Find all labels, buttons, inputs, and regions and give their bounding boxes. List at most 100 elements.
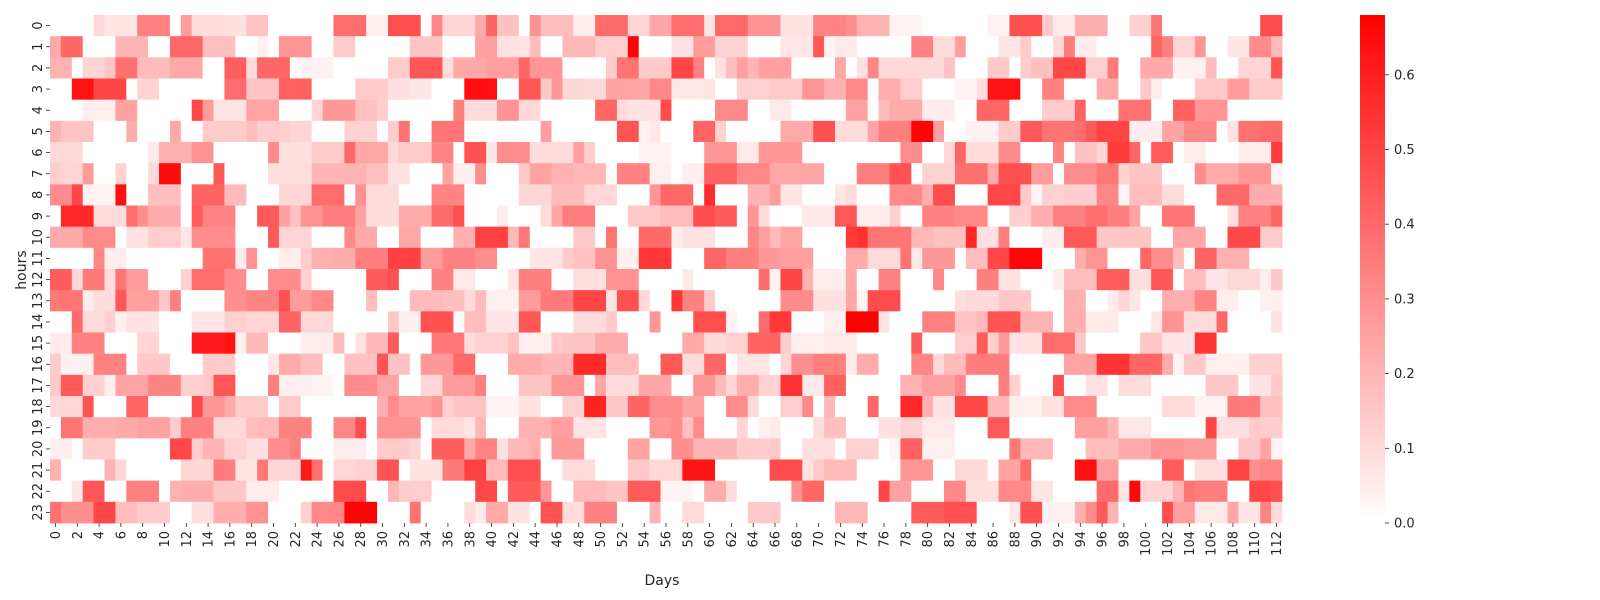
heatmap-cell	[1053, 78, 1065, 101]
heatmap-cell	[1227, 332, 1239, 355]
heatmap-cell	[409, 120, 422, 143]
heatmap-cell	[235, 480, 247, 503]
heatmap-cell	[856, 417, 869, 439]
heatmap-cell	[791, 120, 803, 143]
heatmap-cell	[1009, 311, 1021, 333]
heatmap-cell	[1020, 311, 1032, 333]
heatmap-cell	[235, 142, 247, 164]
heatmap-cell	[834, 142, 847, 164]
heatmap-cell	[82, 78, 95, 101]
heatmap-cell	[387, 142, 400, 164]
heatmap-cell	[856, 290, 869, 312]
heatmap-cell	[344, 374, 356, 397]
y-tick-label: 1	[31, 43, 46, 51]
heatmap-cell	[584, 311, 596, 333]
heatmap-cell	[344, 353, 356, 376]
heatmap-cell	[1249, 205, 1261, 228]
heatmap-cell	[845, 459, 858, 482]
heatmap-cell	[1249, 269, 1261, 291]
heatmap-cell	[606, 417, 618, 439]
heatmap-cell	[507, 438, 520, 460]
heatmap-cell	[627, 15, 640, 37]
heatmap-cell	[1271, 99, 1283, 122]
heatmap-cell	[431, 396, 443, 418]
heatmap-cell	[944, 226, 956, 249]
heatmap-cell	[420, 353, 432, 376]
heatmap-cell	[257, 247, 269, 270]
heatmap-cell	[115, 374, 127, 397]
heatmap-cell	[595, 332, 607, 355]
heatmap-cell	[344, 290, 356, 312]
heatmap-cell	[420, 269, 432, 291]
heatmap-cell	[802, 374, 814, 397]
heatmap-cell	[453, 142, 465, 164]
heatmap-cell	[355, 311, 367, 333]
heatmap-cell	[300, 480, 313, 503]
heatmap-cell	[137, 205, 149, 228]
heatmap-cell	[1162, 36, 1174, 58]
heatmap-cell	[1238, 396, 1250, 418]
heatmap-cell	[562, 99, 574, 122]
heatmap-cell	[900, 438, 912, 460]
heatmap-cell	[224, 226, 236, 249]
heatmap-cell	[344, 396, 356, 418]
heatmap-cell	[431, 269, 443, 291]
heatmap-cell	[834, 184, 847, 206]
heatmap-cell	[268, 15, 280, 37]
heatmap-cell	[137, 332, 149, 355]
heatmap-cell	[409, 184, 422, 206]
heatmap-cell	[278, 36, 291, 58]
x-tick-label: 38	[463, 531, 478, 548]
heatmap-cell	[148, 36, 160, 58]
heatmap-cell	[747, 290, 760, 312]
heatmap-cell	[1205, 142, 1217, 164]
x-tick-label: 64	[747, 531, 762, 548]
heatmap-cell	[169, 459, 182, 482]
heatmap-cell	[889, 396, 901, 418]
heatmap-cell	[235, 36, 247, 58]
heatmap-cell	[1271, 247, 1283, 270]
heatmap-cell	[289, 353, 302, 376]
heatmap-cell	[540, 374, 552, 397]
heatmap-cell	[758, 290, 770, 312]
heatmap-cell	[137, 438, 149, 460]
heatmap-cell	[1107, 353, 1119, 376]
heatmap-cell	[693, 205, 705, 228]
heatmap-cell	[747, 184, 760, 206]
heatmap-cell	[834, 501, 847, 524]
heatmap-cell	[1249, 417, 1261, 439]
heatmap-cell	[747, 36, 760, 58]
heatmap-cell	[998, 36, 1010, 58]
heatmap-cell	[148, 15, 160, 37]
heatmap-cell	[333, 417, 345, 439]
heatmap-cell	[104, 353, 116, 376]
heatmap-cell	[867, 374, 879, 397]
heatmap-cell	[398, 438, 411, 460]
heatmap-cell	[933, 501, 945, 524]
heatmap-cell	[1151, 184, 1163, 206]
heatmap-cell	[987, 36, 999, 58]
heatmap-cell	[954, 480, 967, 503]
heatmap-cell	[638, 353, 651, 376]
heatmap-cell	[922, 247, 934, 270]
heatmap-cell	[595, 501, 607, 524]
heatmap-cell	[497, 36, 509, 58]
heatmap-cell	[268, 57, 280, 79]
heatmap-cell	[344, 269, 356, 291]
heatmap-cell	[1249, 78, 1261, 101]
heatmap-cell	[1118, 438, 1130, 460]
heatmap-cell	[715, 332, 727, 355]
heatmap-cell	[366, 57, 378, 79]
heatmap-cell	[1249, 226, 1261, 249]
heatmap-cell	[191, 120, 204, 143]
heatmap-cell	[387, 15, 400, 37]
heatmap-cell	[1271, 459, 1283, 482]
heatmap-cell	[486, 396, 498, 418]
heatmap-cell	[1205, 57, 1217, 79]
heatmap-cell	[889, 269, 901, 291]
heatmap-cell	[169, 396, 182, 418]
heatmap-cell	[606, 99, 618, 122]
heatmap-cell	[486, 459, 498, 482]
heatmap-cell	[856, 501, 869, 524]
heatmap-cell	[475, 15, 487, 37]
